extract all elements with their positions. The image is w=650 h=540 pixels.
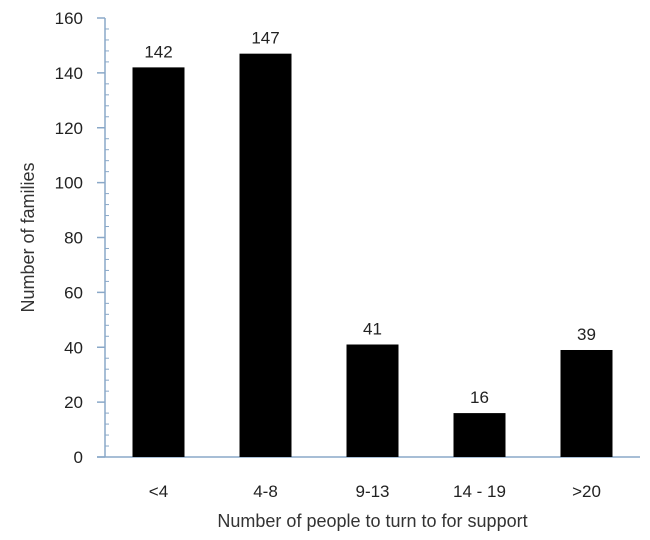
bars	[132, 53, 613, 457]
y-axis: 0 20 40 60 80 100 120 140 160	[55, 9, 109, 467]
x-category-label: 14 - 19	[453, 482, 506, 501]
y-tick-label: 0	[74, 448, 83, 467]
bar-value-label: 147	[251, 29, 279, 48]
y-tick-label: 40	[64, 338, 83, 357]
y-tick-label: 160	[55, 9, 83, 28]
y-tick-label: 140	[55, 64, 83, 83]
bar-value-label: 39	[577, 325, 596, 344]
x-category-label: 4-8	[253, 482, 278, 501]
bar	[346, 344, 399, 457]
x-category-label: 9-13	[355, 482, 389, 501]
bar-value-label: 41	[363, 320, 382, 339]
x-category-label: <4	[149, 482, 168, 501]
y-axis-title: Number of families	[18, 162, 38, 312]
bar	[239, 53, 292, 457]
x-axis-title: Number of people to turn to for support	[217, 511, 527, 531]
category-labels: <4 4-8 9-13 14 - 19 >20	[149, 482, 601, 501]
bar-value-label: 16	[470, 388, 489, 407]
x-category-label: >20	[572, 482, 601, 501]
y-tick-label: 100	[55, 174, 83, 193]
data-labels: 142 147 41 16 39	[144, 29, 596, 407]
y-tick-label: 120	[55, 119, 83, 138]
y-tick-label: 20	[64, 393, 83, 412]
bar	[560, 349, 613, 457]
bar	[453, 413, 506, 457]
y-tick-label: 60	[64, 283, 83, 302]
bar-value-label: 142	[144, 42, 172, 61]
bar	[132, 67, 185, 457]
y-tick-label: 80	[64, 229, 83, 248]
